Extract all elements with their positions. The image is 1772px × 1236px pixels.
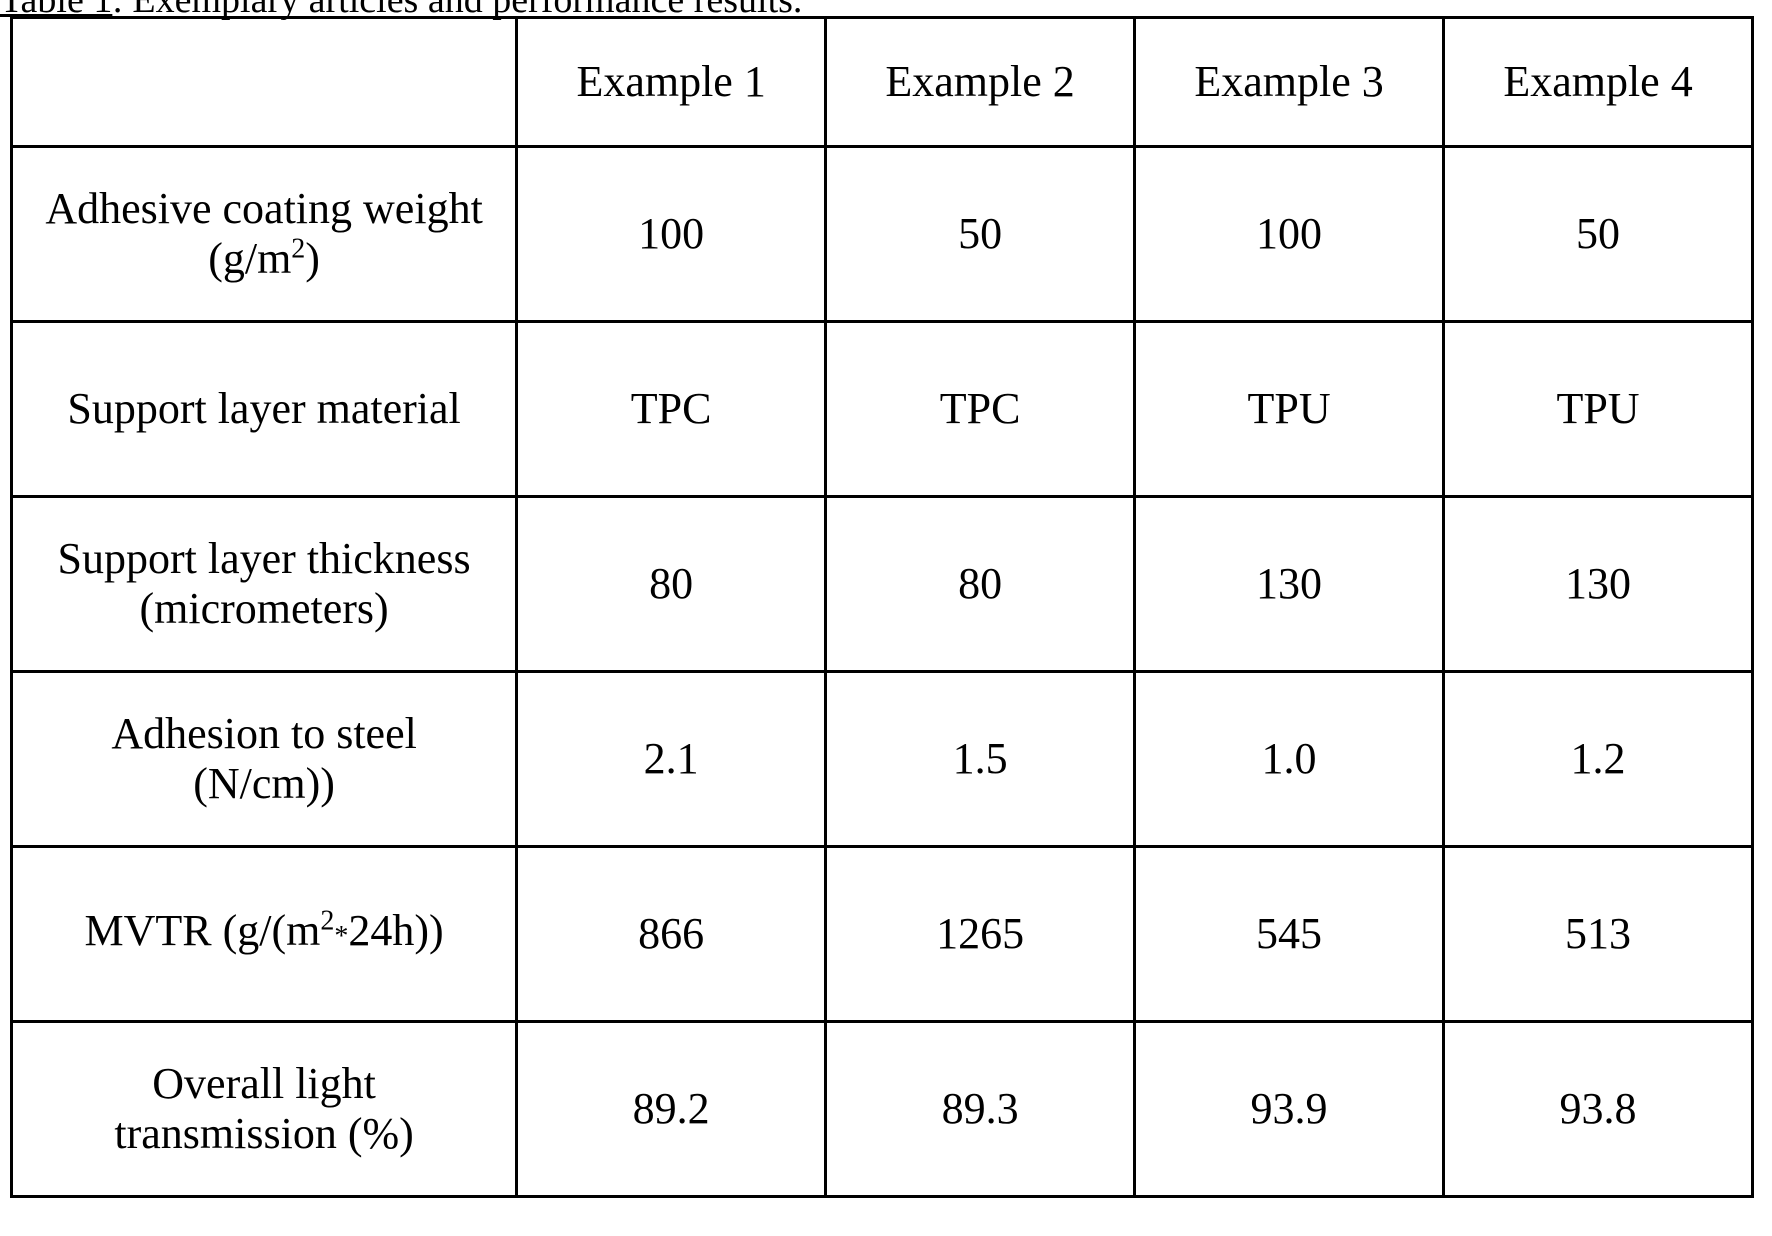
table-cell: 1265 xyxy=(824,845,1137,1023)
table-cell: 80 xyxy=(515,495,828,673)
row-label-superscript: 2 xyxy=(320,905,335,937)
table-cell: TPU xyxy=(1133,320,1446,498)
table-cell: 2.1 xyxy=(515,670,828,848)
column-header: Example 4 xyxy=(1442,16,1754,148)
column-header: Example 3 xyxy=(1133,16,1446,148)
table-row: Support layer thickness (micrometers) 80… xyxy=(9,495,1754,673)
table-row: MVTR (g/(m2*24h)) 866 1265 545 513 xyxy=(9,845,1754,1023)
table-cell: TPC xyxy=(515,320,828,498)
table-cell: 89.3 xyxy=(824,1020,1137,1198)
table-cell: 866 xyxy=(515,845,828,1023)
table-cell: 100 xyxy=(1133,145,1446,323)
row-label-superscript: 2 xyxy=(291,233,306,265)
table-cell: TPC xyxy=(824,320,1137,498)
table-row: Overall light transmission (%) 89.2 89.3… xyxy=(9,1020,1754,1198)
row-label-line1: Overall light xyxy=(152,1059,376,1108)
caption-text: : Exemplary articles and performance res… xyxy=(112,0,803,21)
table-cell: 93.9 xyxy=(1133,1020,1446,1198)
corner-cell xyxy=(9,16,519,148)
table-cell: 50 xyxy=(824,145,1137,323)
table-cell: 1.2 xyxy=(1442,670,1754,848)
table-cell: 80 xyxy=(824,495,1137,673)
table-cell: 100 xyxy=(515,145,828,323)
table-caption: Table 1: Exemplary articles and performa… xyxy=(0,0,802,22)
row-label-line1: Adhesive coating weight xyxy=(45,184,483,233)
row-label: Adhesion to steel (N/cm)) xyxy=(9,670,519,848)
table-cell: 89.2 xyxy=(515,1020,828,1198)
row-label-line1: Support layer thickness xyxy=(57,534,471,583)
row-label-pre: MVTR (g/(m xyxy=(84,906,321,955)
table-cell: 1.0 xyxy=(1133,670,1446,848)
row-label-line2: (N/cm)) xyxy=(193,759,335,808)
table-cell: 130 xyxy=(1133,495,1446,673)
row-label: Support layer material xyxy=(9,320,519,498)
table-cell: 130 xyxy=(1442,495,1754,673)
table-cell: 1.5 xyxy=(824,670,1137,848)
row-label-line1: Adhesion to steel xyxy=(111,709,417,758)
column-header: Example 1 xyxy=(515,16,828,148)
table-row: Adhesion to steel (N/cm)) 2.1 1.5 1.0 1.… xyxy=(9,670,1754,848)
row-label: MVTR (g/(m2*24h)) xyxy=(9,845,519,1023)
row-label-line2: transmission (%) xyxy=(114,1109,414,1158)
row-label: Overall light transmission (%) xyxy=(9,1020,519,1198)
table-cell: TPU xyxy=(1442,320,1754,498)
row-label-multiply-star: * xyxy=(334,921,349,952)
row-label-unit-pre: (g/m xyxy=(208,234,292,283)
row-label-line2: (micrometers) xyxy=(139,584,389,633)
caption-label: Table 1 xyxy=(0,0,113,21)
results-table: Example 1 Example 2 Example 3 Example 4 … xyxy=(9,16,1754,1198)
row-label-post: 24h)) xyxy=(348,906,444,955)
table-header-row: Example 1 Example 2 Example 3 Example 4 xyxy=(9,16,1754,148)
table-row: Support layer material TPC TPC TPU TPU xyxy=(9,320,1754,498)
table-cell: 545 xyxy=(1133,845,1446,1023)
table-row: Adhesive coating weight (g/m2) 100 50 10… xyxy=(9,145,1754,323)
row-label: Support layer thickness (micrometers) xyxy=(9,495,519,673)
row-label-line1: Support layer material xyxy=(67,384,461,433)
row-label: Adhesive coating weight (g/m2) xyxy=(9,145,519,323)
row-label-unit-post: ) xyxy=(305,234,320,283)
column-header: Example 2 xyxy=(824,16,1137,148)
table-cell: 513 xyxy=(1442,845,1754,1023)
row-label-unit: (g/m2) xyxy=(23,234,505,284)
table-cell: 50 xyxy=(1442,145,1754,323)
table-cell: 93.8 xyxy=(1442,1020,1754,1198)
